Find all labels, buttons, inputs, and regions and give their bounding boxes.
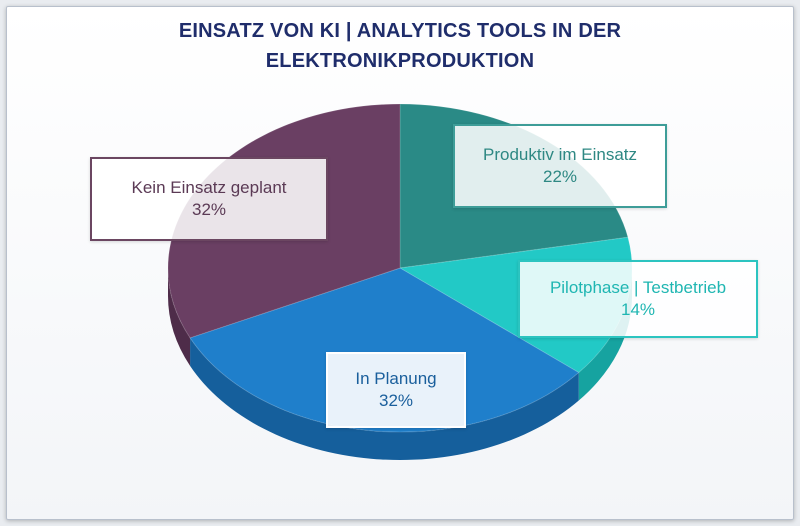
chart-title-line-1: EINSATZ VON KI | ANALYTICS TOOLS IN DER <box>178 20 622 42</box>
slice-label-pilotphase: Pilotphase | Testbetrieb 14% <box>518 260 758 338</box>
slice-label-pilotphase-text: Pilotphase | Testbetrieb <box>549 278 727 297</box>
pie-side-kein-einsatz-geplant <box>168 268 191 366</box>
slice-label-kein-einsatz: Kein Einsatz geplant 32% <box>90 157 328 241</box>
pie-slice-in-planung <box>189 267 580 433</box>
pie-side-in-planung <box>190 337 579 460</box>
slice-label-planung-value: 32% <box>378 391 414 410</box>
slice-label-produktiv: Produktiv im Einsatz 22% <box>453 124 667 208</box>
slice-label-produktiv-text: Produktiv im Einsatz <box>483 145 637 164</box>
pie-sides <box>168 268 632 460</box>
chart-title-line-2: ELEKTRONIKPRODUKTION <box>265 50 535 72</box>
slice-label-kein-einsatz-text: Kein Einsatz geplant <box>131 178 287 197</box>
chart-title: EINSATZ VON KI | ANALYTICS TOOLS IN DER … <box>0 16 800 76</box>
slice-label-produktiv-value: 22% <box>542 167 578 186</box>
slice-label-planung-text: In Planung <box>355 369 437 388</box>
slice-label-pilotphase-value: 14% <box>620 300 656 319</box>
pie-side-pilotphase-testbetrieb <box>578 268 632 401</box>
slice-label-kein-einsatz-value: 32% <box>191 200 227 219</box>
slice-label-planung: In Planung 32% <box>326 352 466 428</box>
